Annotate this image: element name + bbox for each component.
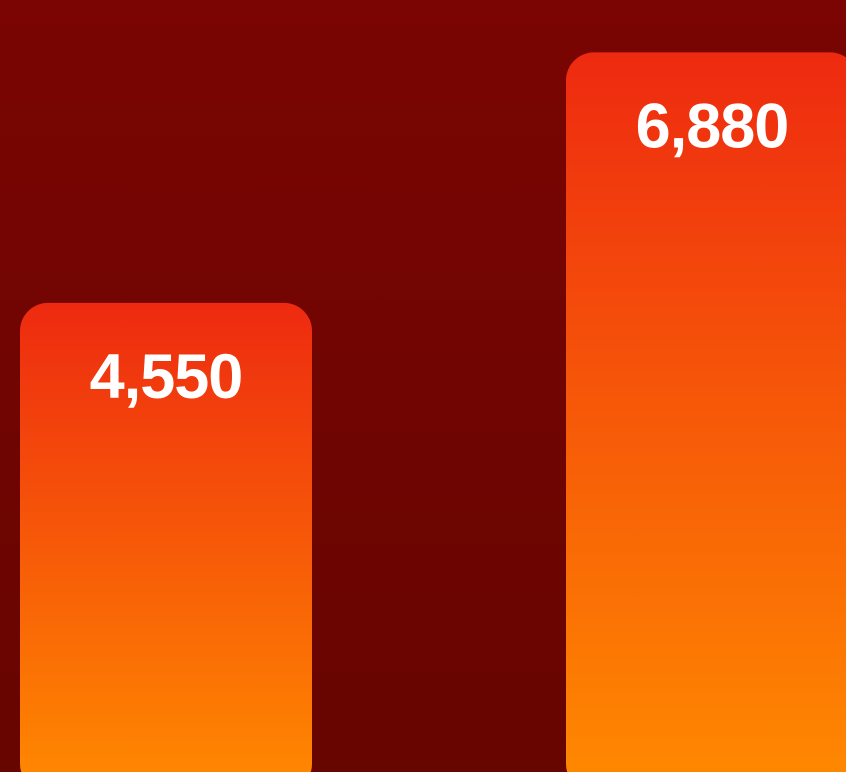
bar-1 xyxy=(20,302,312,772)
bar-value-label-1: 4,550 xyxy=(90,342,243,412)
bar-2 xyxy=(566,52,846,772)
bar-value-label-2: 6,880 xyxy=(636,91,789,161)
bars-group: 4,550 6,880 xyxy=(20,52,846,772)
